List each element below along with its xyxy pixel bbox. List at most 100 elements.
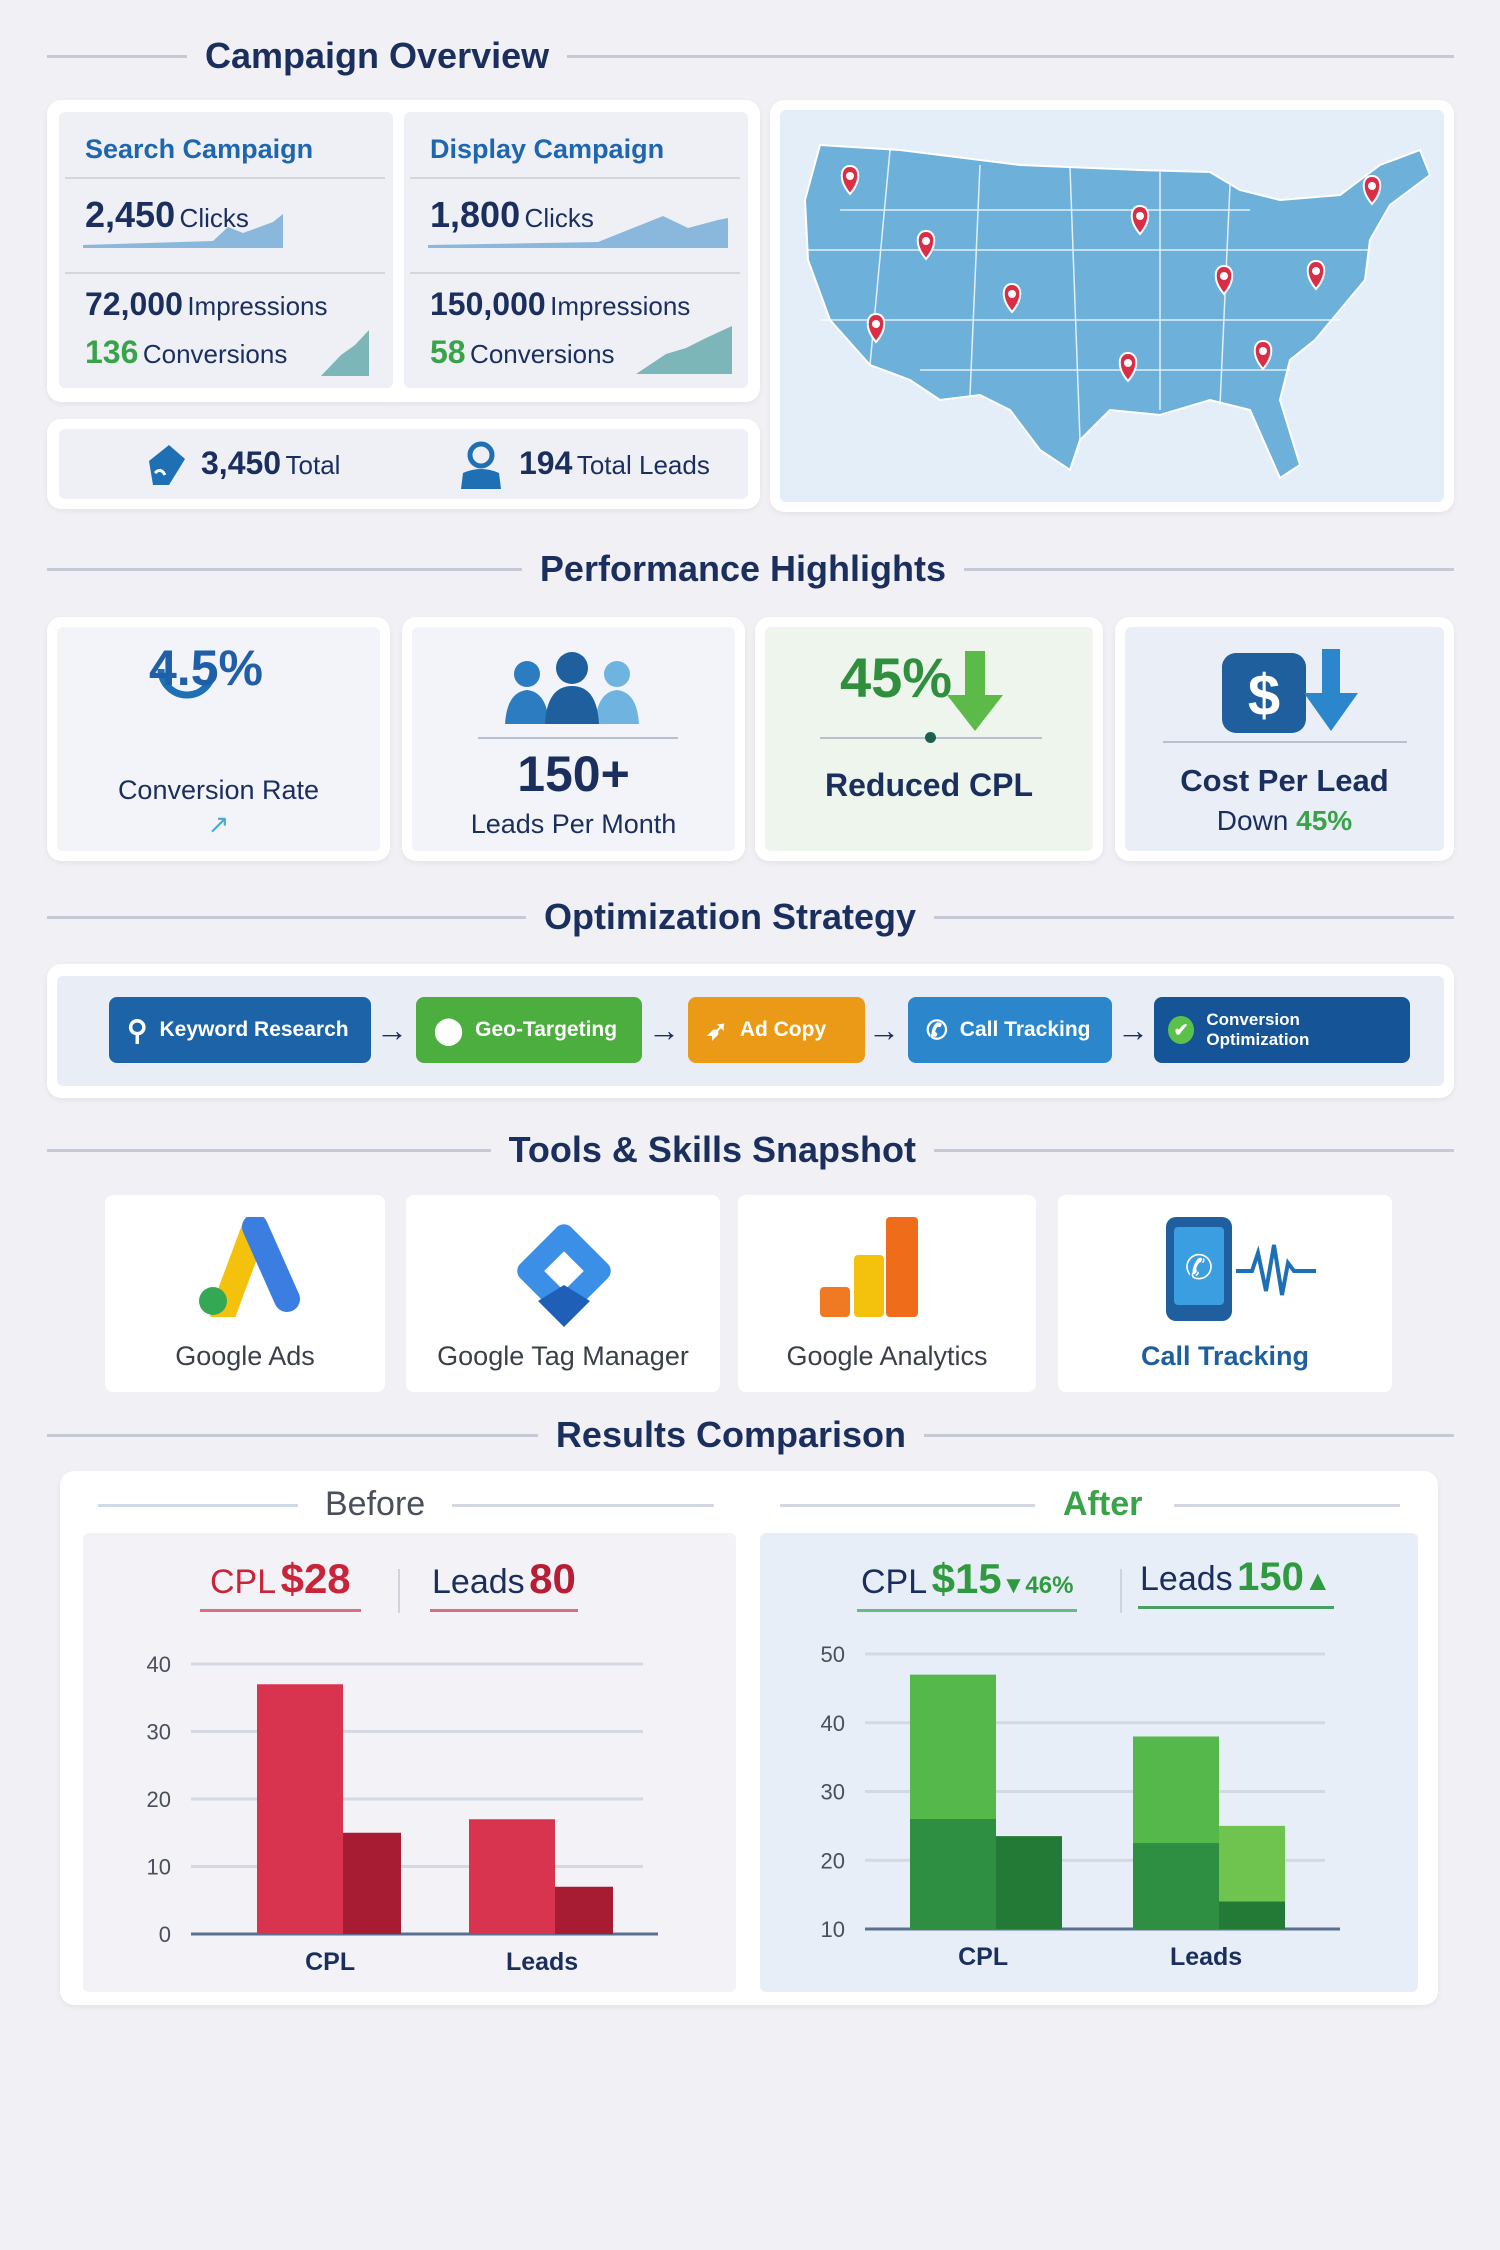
strategy-step-conversion-optimization[interactable]: ✔ Conversion Optimization	[1154, 997, 1410, 1063]
tool-google-tag-manager: Google Tag Manager	[406, 1195, 720, 1392]
campaign-title: Display Campaign	[430, 134, 665, 164]
after-chart: 10 20 30 40 50 CPL Leads	[821, 1642, 1340, 1971]
total-clicks-value: 3,450	[201, 445, 282, 481]
reduced-cpl-value: 45%	[840, 646, 953, 709]
clicks-value: 2,450	[85, 194, 176, 235]
arrow-right-icon: →	[868, 1012, 900, 1048]
before-title: Before	[325, 1485, 426, 1523]
after-leads-label: Leads	[1140, 1560, 1233, 1598]
highlight-conversion-rate: 4.5% Conversion Rate ↗	[47, 617, 390, 861]
strategy-step-ad-copy[interactable]: ➶ Ad Copy	[688, 997, 865, 1063]
rocket-icon: ➶	[706, 1014, 728, 1045]
after-cpl-value: $15	[931, 1555, 1002, 1602]
conversions-value: 58	[430, 334, 466, 370]
conversions-value: 136	[85, 334, 139, 370]
impressions-label: Impressions	[187, 291, 328, 321]
after-title: After	[1063, 1485, 1143, 1523]
y-tick-label: 10	[147, 1855, 171, 1880]
before-cpl-value: $28	[280, 1555, 351, 1602]
click-total-icon	[149, 445, 185, 485]
bar-segment-cpl-primary	[910, 1819, 996, 1929]
clicks-label: Clicks	[524, 203, 594, 233]
reduced-cpl-label: Reduced CPL	[824, 767, 1034, 803]
before-leads-label: Leads	[432, 1563, 525, 1601]
highlight-reduced-cpl: 45% Reduced CPL	[755, 617, 1103, 861]
svg-text:✆: ✆	[1185, 1249, 1214, 1287]
bar-leads-primary	[469, 1819, 555, 1934]
campaign-title: Search Campaign	[85, 134, 314, 164]
section-title-overview: Campaign Overview	[47, 35, 1454, 77]
up-triangle-icon: ▲	[1303, 1565, 1332, 1596]
total-leads-value: 194	[519, 445, 573, 481]
bar-segment-cpl-secondary	[996, 1836, 1062, 1929]
cost-per-lead-label: Cost Per Lead	[1180, 763, 1389, 798]
y-tick-label: 10	[821, 1917, 845, 1942]
search-campaign-card: Search Campaign 2,450 Clicks 72,000 Impr…	[59, 112, 393, 388]
x-tick-label: CPL	[958, 1943, 1008, 1971]
bar-leads-secondary	[555, 1886, 613, 1934]
impressions-value: 72,000	[85, 286, 183, 322]
display-campaign-card: Display Campaign 1,800 Clicks 150,000 Im…	[404, 112, 748, 388]
bar-cpl-primary	[257, 1684, 343, 1934]
y-tick-label: 30	[821, 1780, 845, 1805]
trend-up-icon: ↗	[207, 809, 230, 839]
target-icon	[157, 668, 217, 699]
before-panel: CPL $28 Leads 80 0 10 20 30 40 CPL Leads	[83, 1533, 736, 1992]
strategy-step-geo-targeting[interactable]: ⬤ Geo-Targeting	[416, 997, 642, 1063]
us-map	[803, 143, 1432, 480]
conversions-label: Conversions	[470, 339, 615, 369]
strategy-step-keyword-research[interactable]: ⚲ Keyword Research	[109, 997, 371, 1063]
dollar-icon: $	[1222, 649, 1358, 733]
conversions-label: Conversions	[142, 339, 288, 369]
y-tick-label: 20	[821, 1848, 845, 1873]
x-tick-label: Leads	[506, 1948, 578, 1976]
svg-text:$: $	[1248, 663, 1280, 728]
cost-per-lead-change: 45%	[1296, 805, 1353, 836]
after-panel: CPL $15▼46% Leads 150▲ 10 20 30 40 50 CPL Lead…	[760, 1533, 1418, 1992]
totals-bar: 3,450 Total 194 Total Leads	[47, 419, 760, 509]
arrow-down-icon	[947, 651, 1003, 731]
cost-per-lead-sub: Down	[1216, 805, 1289, 836]
tool-call-tracking: ✆ Call Tracking	[1058, 1195, 1392, 1392]
highlight-leads-per-month: 150+ Leads Per Month	[402, 617, 745, 861]
clicks-sparkline	[428, 216, 728, 248]
conversions-sparkline	[321, 330, 369, 376]
arrow-right-icon: →	[1117, 1012, 1149, 1048]
phone-icon: ✆	[926, 1014, 948, 1045]
section-title-highlights: Performance Highlights	[47, 548, 1454, 590]
clicks-value: 1,800	[430, 194, 521, 235]
conversions-sparkline	[636, 326, 732, 374]
leads-label: Leads Per Month	[470, 809, 677, 839]
clicks-sparkline	[83, 214, 283, 248]
section-title-strategy: Optimization Strategy	[47, 896, 1454, 938]
total-clicks-label: Total	[285, 450, 341, 480]
y-tick-label: 40	[821, 1711, 845, 1736]
after-cpl-label: CPL	[861, 1563, 928, 1601]
y-tick-label: 30	[147, 1720, 171, 1745]
bar-segment-leads-secondary	[1219, 1901, 1285, 1929]
bar-cpl-secondary	[343, 1832, 401, 1934]
after-leads-value: 150	[1237, 1555, 1304, 1599]
strategy-step-call-tracking[interactable]: ✆ Call Tracking	[908, 997, 1112, 1063]
map-panel	[770, 100, 1454, 512]
arrow-right-icon: →	[376, 1012, 408, 1048]
map-pin-icon: ⬤	[434, 1014, 464, 1045]
y-tick-label: 50	[821, 1642, 845, 1667]
after-cpl-change: ▼46%	[1001, 1572, 1074, 1599]
google-ads-icon	[199, 1217, 300, 1317]
before-leads-value: 80	[529, 1555, 576, 1602]
y-tick-label: 0	[159, 1922, 171, 1947]
user-icon	[461, 441, 501, 489]
check-icon: ✔	[1168, 1016, 1195, 1044]
conversion-rate-value: 4.5%	[149, 640, 263, 696]
analytics-icon	[820, 1217, 918, 1317]
total-leads-label: Total Leads	[576, 450, 710, 480]
tool-google-ads: Google Ads	[105, 1195, 385, 1392]
bar-segment-leads-primary	[1133, 1843, 1219, 1929]
section-title-results: Results Comparison	[47, 1414, 1454, 1456]
tool-google-analytics: Google Analytics	[738, 1195, 1036, 1392]
campaign-cards: Search Campaign 2,450 Clicks 72,000 Impr…	[47, 100, 760, 402]
y-tick-label: 40	[147, 1652, 171, 1677]
conversion-rate-label: Conversion Rate	[117, 775, 320, 805]
y-tick-label: 20	[147, 1787, 171, 1812]
